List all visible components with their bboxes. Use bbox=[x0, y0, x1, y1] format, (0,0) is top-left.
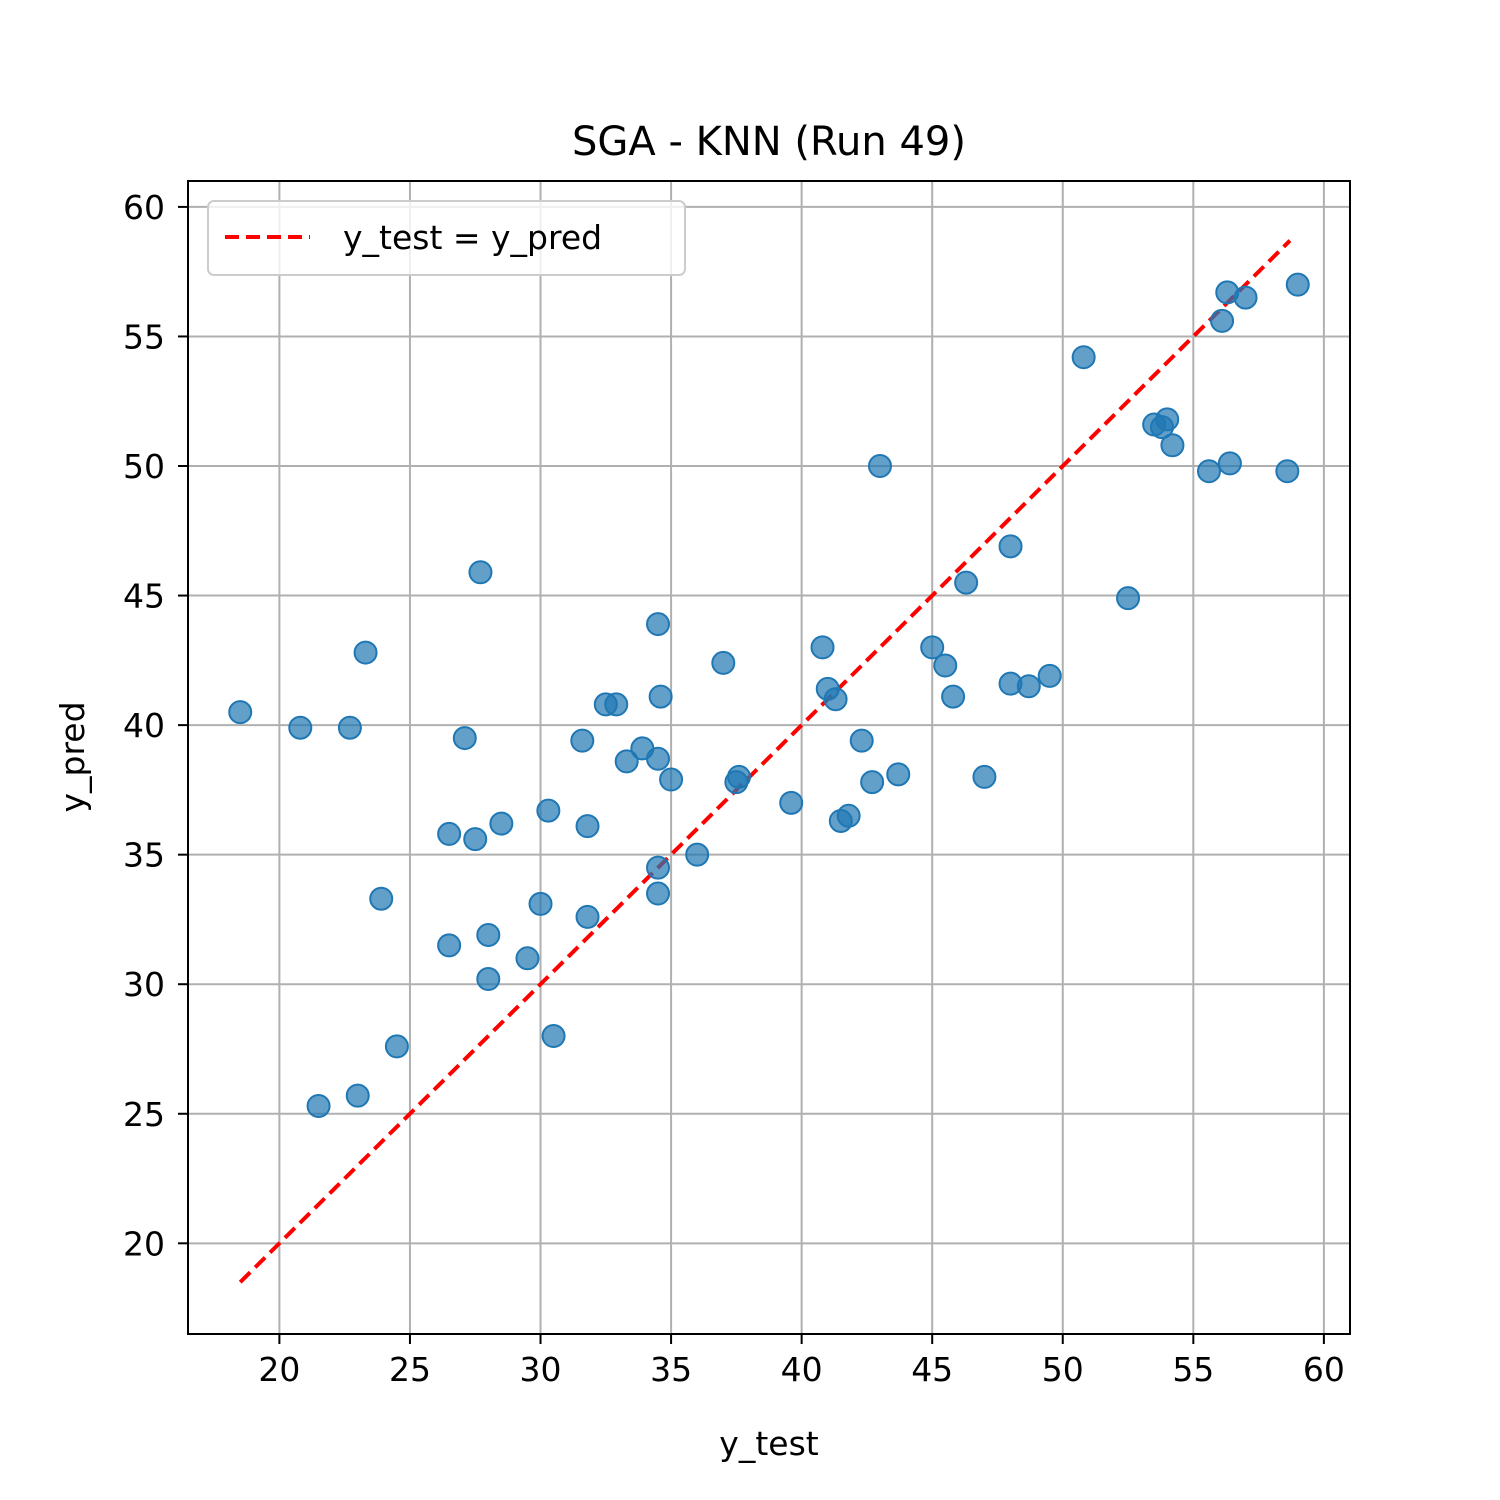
data-point bbox=[604, 692, 629, 717]
y-tick-label: 25 bbox=[123, 1095, 165, 1134]
data-point bbox=[1196, 459, 1221, 484]
data-point bbox=[489, 811, 514, 836]
data-point bbox=[1037, 663, 1062, 688]
data-point bbox=[614, 749, 639, 774]
x-tick-label: 40 bbox=[781, 1350, 823, 1389]
y-tick-label: 55 bbox=[123, 317, 165, 356]
axis-ticks: 20 25 30 35 40 45 50 55 60 20 25 30 35 40 45 50 55 60 bbox=[123, 188, 1345, 1389]
data-point bbox=[536, 798, 561, 823]
y-tick-label: 45 bbox=[123, 577, 165, 616]
data-point bbox=[452, 726, 477, 751]
data-point bbox=[954, 570, 979, 595]
data-point bbox=[972, 764, 997, 789]
x-tick-label: 35 bbox=[650, 1350, 692, 1389]
data-point bbox=[779, 790, 804, 815]
x-tick-label: 20 bbox=[258, 1350, 300, 1389]
legend-box bbox=[207, 200, 686, 276]
data-point bbox=[575, 904, 600, 929]
data-point bbox=[711, 650, 736, 675]
data-point bbox=[1160, 433, 1185, 458]
data-point bbox=[659, 767, 684, 792]
data-point bbox=[849, 728, 874, 753]
reference-line bbox=[238, 239, 1292, 1284]
data-point bbox=[860, 770, 885, 795]
chart-title: SGA - KNN (Run 49) bbox=[572, 119, 966, 165]
plot-frame bbox=[187, 180, 1351, 1335]
data-point bbox=[528, 891, 553, 916]
x-tick-label: 45 bbox=[911, 1350, 953, 1389]
x-tick-label: 25 bbox=[389, 1350, 431, 1389]
y-tick-label: 30 bbox=[123, 965, 165, 1004]
x-tick-label: 60 bbox=[1303, 1350, 1345, 1389]
data-point bbox=[288, 715, 313, 740]
data-point bbox=[1071, 345, 1096, 370]
data-point bbox=[476, 922, 501, 947]
data-point bbox=[646, 612, 671, 637]
data-point bbox=[867, 454, 892, 479]
data-point bbox=[648, 684, 673, 709]
data-point bbox=[306, 1093, 331, 1118]
data-point bbox=[726, 764, 751, 789]
data-point bbox=[1275, 459, 1300, 484]
points-layer bbox=[228, 272, 1310, 1118]
data-point bbox=[920, 635, 945, 660]
data-point bbox=[468, 560, 493, 585]
x-axis-label: y_test bbox=[719, 1424, 818, 1463]
legend-label: y_test = y_pred bbox=[343, 218, 602, 257]
y-tick-label: 20 bbox=[123, 1224, 165, 1263]
data-point bbox=[933, 653, 958, 678]
x-tick-label: 50 bbox=[1042, 1350, 1084, 1389]
data-point bbox=[476, 967, 501, 992]
data-point bbox=[384, 1034, 409, 1059]
y-tick-label: 50 bbox=[123, 447, 165, 486]
data-point bbox=[998, 534, 1023, 559]
data-point bbox=[941, 684, 966, 709]
data-point bbox=[345, 1083, 370, 1108]
data-point bbox=[337, 715, 362, 740]
data-point bbox=[570, 728, 595, 753]
y-tick-label: 60 bbox=[123, 188, 165, 227]
data-point bbox=[836, 803, 861, 828]
data-point bbox=[1233, 285, 1258, 310]
grid bbox=[188, 181, 1350, 1334]
data-point bbox=[810, 635, 835, 660]
data-point bbox=[541, 1024, 566, 1049]
data-point bbox=[437, 821, 462, 846]
data-point bbox=[1116, 586, 1141, 611]
x-tick-label: 30 bbox=[520, 1350, 562, 1389]
data-point bbox=[515, 946, 540, 971]
data-point bbox=[685, 842, 710, 867]
x-tick-label: 55 bbox=[1172, 1350, 1214, 1389]
data-point bbox=[1016, 674, 1041, 699]
data-point bbox=[228, 700, 253, 725]
data-point bbox=[823, 687, 848, 712]
legend: y_test = y_pred bbox=[207, 200, 686, 276]
data-point bbox=[1285, 272, 1310, 297]
data-point bbox=[1155, 407, 1180, 432]
data-point bbox=[646, 746, 671, 771]
data-point bbox=[369, 886, 394, 911]
data-point bbox=[353, 640, 378, 665]
y-axis-label: y_pred bbox=[53, 701, 92, 812]
data-point bbox=[1210, 308, 1235, 333]
data-point bbox=[437, 933, 462, 958]
data-point bbox=[646, 881, 671, 906]
data-point bbox=[575, 814, 600, 839]
data-point bbox=[886, 762, 911, 787]
reference-line-layer bbox=[238, 239, 1292, 1284]
data-point bbox=[463, 827, 488, 852]
y-tick-label: 35 bbox=[123, 836, 165, 875]
data-point bbox=[1217, 451, 1242, 476]
y-tick-label: 40 bbox=[123, 706, 165, 745]
data-point bbox=[646, 855, 671, 880]
